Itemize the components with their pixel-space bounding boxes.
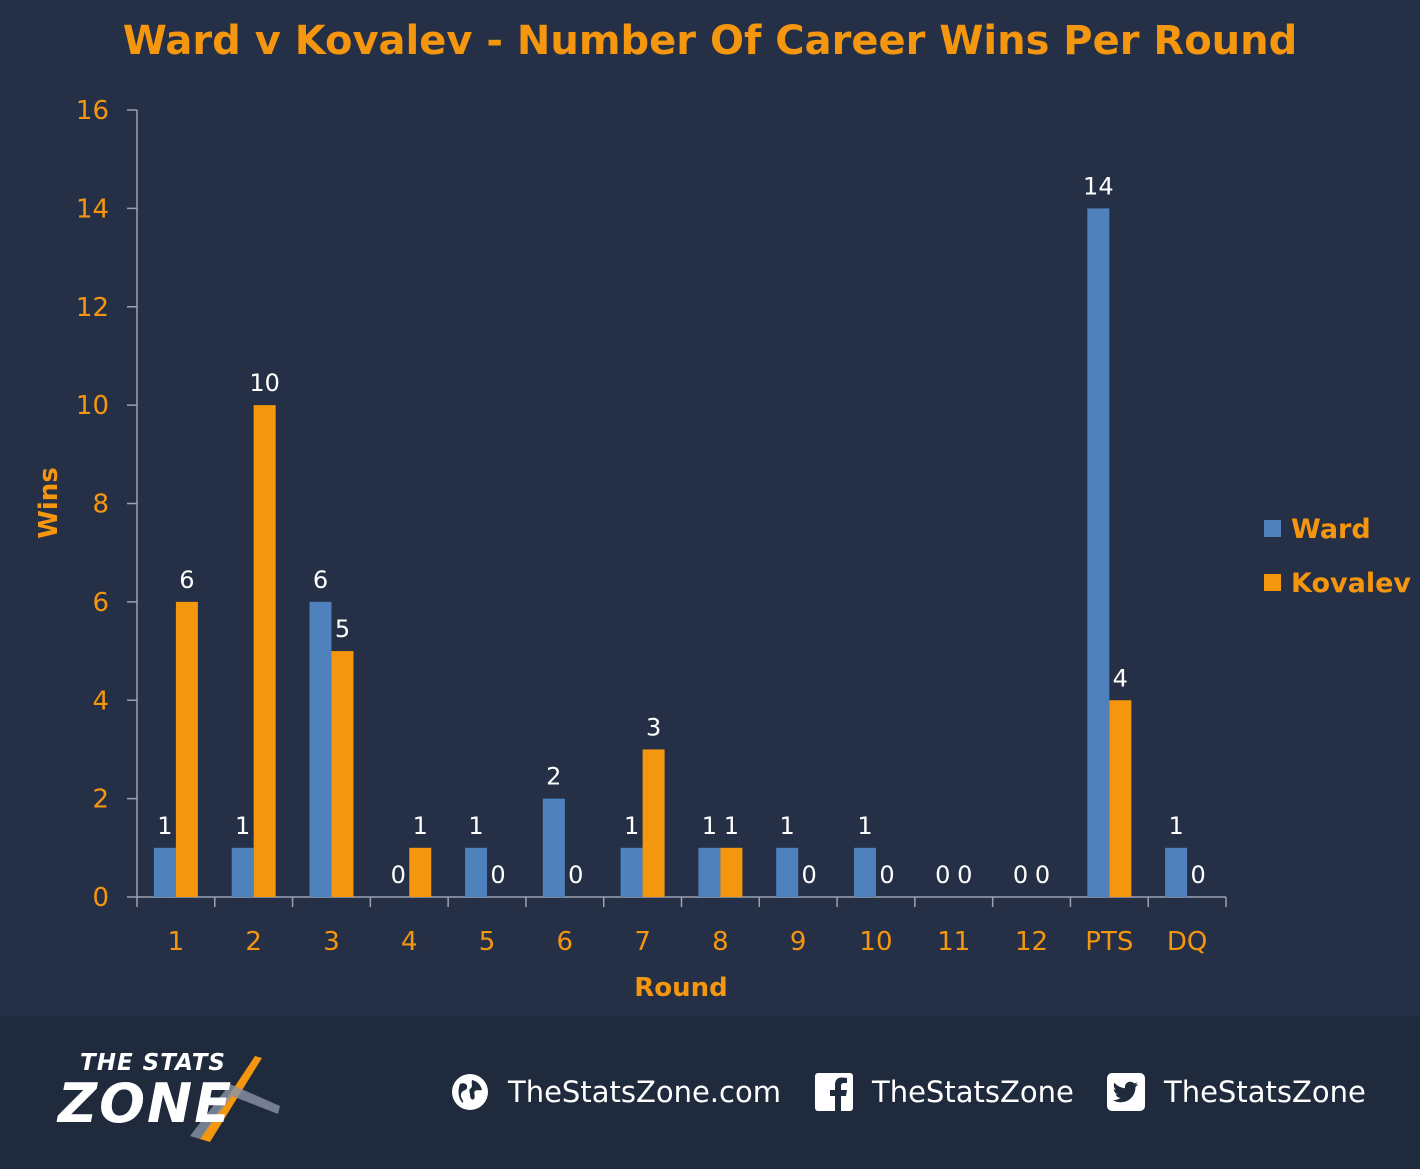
data-label-kovalev: 0	[568, 861, 583, 889]
x-tick-label: DQ	[1167, 927, 1208, 957]
data-label-ward: 0	[1013, 861, 1028, 889]
legend-swatch-kovalev	[1264, 574, 1281, 591]
data-label-kovalev: 0	[957, 861, 972, 889]
x-tick-label: 5	[479, 927, 496, 957]
y-tick-label: 0	[92, 883, 109, 913]
twitter-link[interactable]: TheStatsZone	[1106, 1070, 1366, 1114]
x-tick-label: PTS	[1085, 927, 1133, 957]
x-tick-label: 7	[634, 927, 651, 957]
facebook-icon	[815, 1073, 853, 1112]
twitter-text: TheStatsZone	[1164, 1075, 1366, 1109]
bar-ward	[231, 847, 254, 897]
bar-kovalev	[253, 405, 276, 897]
y-tick-label: 14	[76, 194, 109, 224]
data-label-kovalev: 1	[724, 812, 739, 840]
logo-swoosh-icon	[190, 1056, 280, 1142]
bar-ward	[542, 798, 565, 897]
data-label-kovalev: 1	[413, 812, 428, 840]
bar-ward	[620, 847, 643, 897]
bar-ward	[776, 847, 799, 897]
bar-ward	[1087, 208, 1110, 897]
bars	[153, 208, 1188, 897]
logo-top-text: THE STATS	[80, 1050, 226, 1076]
bar-ward	[1165, 847, 1188, 897]
y-axis-ticks: 0 2 4 6 8 10 12 14 16	[76, 96, 137, 913]
data-label-ward: 2	[546, 763, 561, 791]
axes	[136, 110, 1226, 898]
website-text: TheStatsZone.com	[508, 1075, 781, 1109]
data-label-ward: 6	[313, 566, 328, 594]
legend-label-ward: Ward	[1291, 514, 1371, 545]
y-tick-label: 10	[76, 391, 109, 421]
data-label-kovalev: 0	[490, 861, 505, 889]
bar-kovalev	[175, 601, 198, 897]
data-label-kovalev: 0	[1035, 861, 1050, 889]
y-tick-label: 8	[92, 490, 109, 520]
data-label-ward: 1	[1168, 812, 1183, 840]
x-tick-label: 8	[712, 927, 729, 957]
facebook-text: TheStatsZone	[872, 1075, 1074, 1109]
data-label-kovalev: 3	[646, 713, 661, 741]
x-axis-title: Round	[634, 973, 728, 1003]
x-tick-label: 10	[859, 927, 892, 957]
x-tick-label: 1	[168, 927, 185, 957]
data-label-ward: 0	[391, 861, 406, 889]
data-label-kovalev: 4	[1113, 664, 1128, 692]
facebook-link[interactable]: TheStatsZone	[814, 1070, 1074, 1114]
data-label-ward: 1	[235, 812, 250, 840]
x-axis-ticks: 1 2 3 4 5 6 7 8 9 10 11 12 PTS DQ	[136, 897, 1227, 957]
legend: Ward Kovalev	[1264, 514, 1411, 599]
data-label-ward: 0	[935, 861, 950, 889]
x-tick-label: 6	[557, 927, 574, 957]
bar-ward	[853, 847, 876, 897]
bar-ward	[698, 847, 721, 897]
data-label-ward: 1	[157, 812, 172, 840]
chart-panel: Ward v Kovalev - Number Of Career Wins P…	[0, 0, 1420, 1016]
twitter-icon	[1107, 1073, 1145, 1111]
chart-title: Ward v Kovalev - Number Of Career Wins P…	[122, 18, 1298, 64]
stats-zone-logo: THE STATS ZONE	[50, 1044, 310, 1154]
logo-main-text: ZONE	[58, 1072, 234, 1135]
y-tick-label: 6	[92, 588, 109, 618]
x-tick-label: 11	[937, 927, 970, 957]
data-label-kovalev: 6	[179, 566, 194, 594]
bar-ward	[309, 601, 332, 897]
bar-ward	[153, 847, 176, 897]
data-label-ward: 1	[702, 812, 717, 840]
bar-kovalev	[720, 847, 743, 897]
x-tick-label: 2	[245, 927, 262, 957]
bar-kovalev	[331, 651, 354, 897]
data-label-kovalev: 10	[249, 369, 280, 397]
data-label-kovalev: 0	[802, 861, 817, 889]
bar-ward	[465, 847, 488, 897]
data-label-ward: 1	[468, 812, 483, 840]
bar-kovalev	[1109, 700, 1132, 897]
bar-kovalev	[642, 749, 665, 897]
data-label-ward: 1	[857, 812, 872, 840]
website-link[interactable]: TheStatsZone.com	[450, 1070, 781, 1114]
y-tick-label: 4	[92, 686, 109, 716]
data-label-ward: 1	[780, 812, 795, 840]
y-tick-label: 12	[76, 293, 109, 323]
y-axis-title: Wins	[34, 467, 64, 539]
x-tick-label: 3	[323, 927, 340, 957]
bar-kovalev	[409, 847, 432, 897]
data-label-ward: 14	[1083, 172, 1114, 200]
legend-label-kovalev: Kovalev	[1291, 568, 1411, 599]
footer: THE STATS ZONE TheStatsZone.com TheStats…	[0, 1016, 1420, 1169]
data-label-ward: 1	[624, 812, 639, 840]
data-label-kovalev: 5	[335, 615, 350, 643]
y-tick-label: 2	[92, 785, 109, 815]
data-label-kovalev: 0	[1190, 861, 1205, 889]
y-tick-label: 16	[76, 96, 109, 126]
x-tick-label: 4	[401, 927, 418, 957]
x-tick-label: 12	[1015, 927, 1048, 957]
data-label-kovalev: 0	[879, 861, 894, 889]
x-tick-label: 9	[790, 927, 807, 957]
legend-swatch-ward	[1264, 520, 1281, 537]
globe-icon	[452, 1074, 488, 1110]
